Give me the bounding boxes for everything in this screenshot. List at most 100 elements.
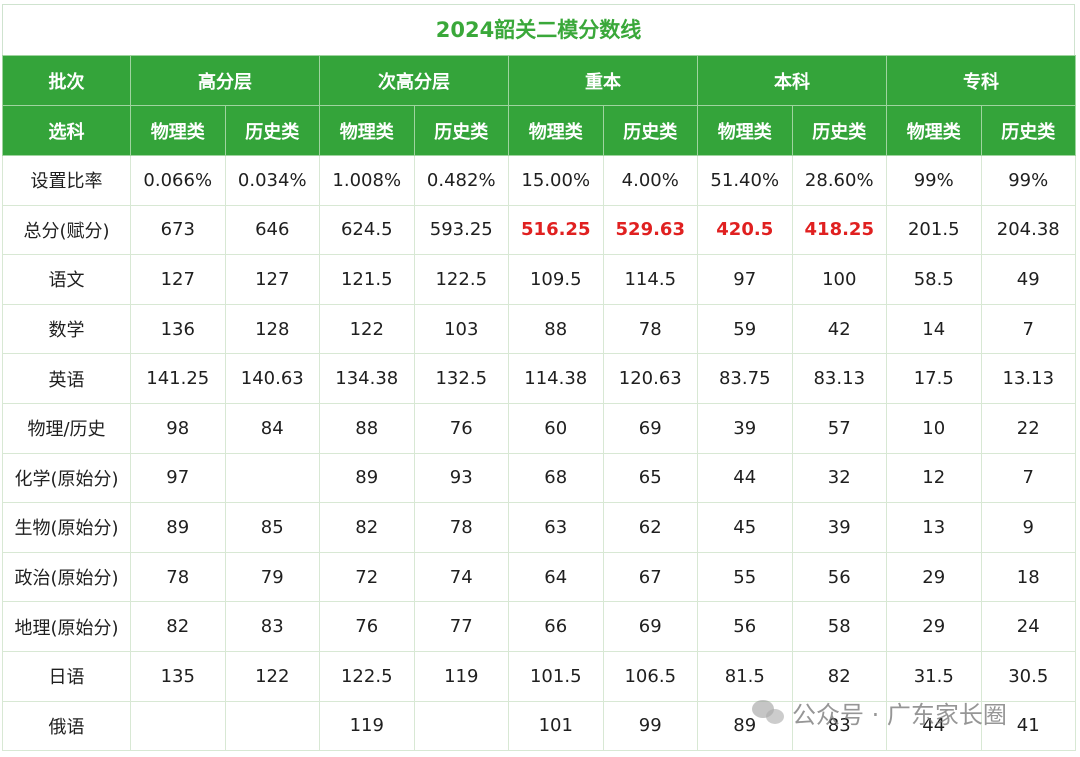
- score-cell: 78: [130, 551, 226, 603]
- score-cell: 106.5: [602, 650, 698, 702]
- table-row: 数学 136 128 122 103 88 78 59 42 14 7: [2, 303, 1076, 355]
- table-row: 物理/历史 98 84 88 76 60 69 39 57 10 22: [2, 402, 1076, 454]
- row-label: 设置比率: [2, 155, 131, 206]
- score-cell: 101.5: [508, 650, 604, 702]
- table-row: 英语 141.25 140.63 134.38 132.5 114.38 120.63 83.…: [2, 353, 1076, 404]
- batch-label: 批次: [2, 55, 131, 106]
- score-cell: 119: [319, 700, 415, 752]
- table-row: 日语 135 122 122.5 119 101.5 106.5 81.5 82 31.5 30.5: [2, 650, 1076, 702]
- row-label: 地理(原始分): [2, 601, 131, 652]
- score-cell: 122: [319, 303, 415, 355]
- group-header: 重本: [508, 55, 698, 106]
- score-cell: 55: [697, 551, 793, 603]
- score-cell: 45: [697, 502, 793, 553]
- score-cell: 72: [319, 551, 415, 603]
- score-cell: [224, 452, 320, 504]
- score-cell: 0.066%: [130, 155, 226, 206]
- score-cell: 77: [413, 601, 509, 652]
- score-cell: 99: [602, 700, 698, 752]
- score-cell: 58: [791, 601, 887, 652]
- score-cell: 28.60%: [791, 155, 887, 206]
- score-cell: 78: [602, 303, 698, 355]
- table-row: 俄语 119 101 99 89 83 44 41: [2, 700, 1076, 752]
- score-cell: 89: [319, 452, 415, 504]
- score-cell: 0.482%: [413, 155, 509, 206]
- score-cell: 83: [791, 700, 887, 752]
- score-cell: 18: [980, 551, 1076, 603]
- score-cell: 529.63: [602, 204, 698, 256]
- table-row: 化学(原始分) 97 89 93 68 65 44 32 12 7: [2, 452, 1076, 504]
- score-cell: 624.5: [319, 204, 415, 256]
- subject-header: 物理类: [130, 105, 226, 156]
- score-cell: 76: [413, 402, 509, 454]
- score-cell: 4.00%: [602, 155, 698, 206]
- score-cell: 82: [319, 502, 415, 553]
- score-cell: 62: [602, 502, 698, 553]
- group-header: 专科: [886, 55, 1076, 106]
- score-cell: 418.25: [791, 204, 887, 256]
- subject-header: 历史类: [980, 105, 1076, 156]
- score-cell: 120.63: [602, 353, 698, 404]
- score-table: 批次 高分层 次高分层 重本 本科 专科 选科 物理类 历史类 物理类 历史类 …: [2, 55, 1076, 752]
- score-cell: 89: [697, 700, 793, 752]
- score-cell: 114.38: [508, 353, 604, 404]
- score-cell: 89: [130, 502, 226, 553]
- score-cell: 30.5: [980, 650, 1076, 702]
- table-row: 地理(原始分) 82 83 76 77 66 69 56 58 29 24: [2, 601, 1076, 652]
- score-cell: 57: [791, 402, 887, 454]
- score-cell: 44: [697, 452, 793, 504]
- row-label: 语文: [2, 254, 131, 305]
- score-cell: 32: [791, 452, 887, 504]
- page-title: 2024韶关二模分数线: [2, 4, 1075, 55]
- score-cell: 17.5: [886, 353, 982, 404]
- score-cell: 58.5: [886, 254, 982, 305]
- score-cell: 122.5: [319, 650, 415, 702]
- subject-label: 选科: [2, 105, 131, 156]
- score-cell: 63: [508, 502, 604, 553]
- score-cell: 67: [602, 551, 698, 603]
- row-label: 俄语: [2, 700, 131, 752]
- row-label: 化学(原始分): [2, 452, 131, 504]
- score-cell: 114.5: [602, 254, 698, 305]
- row-label: 数学: [2, 303, 131, 355]
- score-cell: 83.75: [697, 353, 793, 404]
- score-cell: 0.034%: [224, 155, 320, 206]
- score-cell: 516.25: [508, 204, 604, 256]
- score-cell: 39: [697, 402, 793, 454]
- subject-header: 历史类: [224, 105, 320, 156]
- score-cell: 136: [130, 303, 226, 355]
- subject-header: 物理类: [508, 105, 604, 156]
- score-cell: 121.5: [319, 254, 415, 305]
- score-sheet: 2024韶关二模分数线 批次 高分层 次高分层 重本 本科 专科 选科 物理类 …: [2, 4, 1076, 752]
- subject-header-row: 选科 物理类 历史类 物理类 历史类 物理类 历史类 物理类 历史类 物理类 历…: [2, 105, 1076, 156]
- row-label: 英语: [2, 353, 131, 404]
- score-cell: 88: [508, 303, 604, 355]
- score-cell: 1.008%: [319, 155, 415, 206]
- score-cell: 93: [413, 452, 509, 504]
- score-cell: 76: [319, 601, 415, 652]
- group-header: 本科: [697, 55, 887, 106]
- score-cell: 56: [791, 551, 887, 603]
- score-cell: 59: [697, 303, 793, 355]
- score-cell: 13: [886, 502, 982, 553]
- score-cell: 127: [224, 254, 320, 305]
- score-cell: 10: [886, 402, 982, 454]
- subject-header: 历史类: [602, 105, 698, 156]
- score-cell: 65: [602, 452, 698, 504]
- table-row: 设置比率 0.066% 0.034% 1.008% 0.482% 15.00% 4.00% 5…: [2, 155, 1076, 206]
- row-label: 总分(赋分): [2, 204, 131, 256]
- table-row: 总分(赋分) 673 646 624.5 593.25 516.25 529.63 420.5…: [2, 204, 1076, 256]
- score-cell: 74: [413, 551, 509, 603]
- score-cell: 103: [413, 303, 509, 355]
- score-cell: 122: [224, 650, 320, 702]
- score-cell: 85: [224, 502, 320, 553]
- row-label: 日语: [2, 650, 131, 702]
- score-cell: 7: [980, 452, 1076, 504]
- score-cell: 673: [130, 204, 226, 256]
- score-cell: 39: [791, 502, 887, 553]
- table-row: 语文 127 127 121.5 122.5 109.5 114.5 97 100 58.5 49: [2, 254, 1076, 305]
- score-cell: 141.25: [130, 353, 226, 404]
- table-body: 设置比率 0.066% 0.034% 1.008% 0.482% 15.00% 4.00% 5…: [2, 155, 1076, 752]
- score-cell: 101: [508, 700, 604, 752]
- score-cell: 64: [508, 551, 604, 603]
